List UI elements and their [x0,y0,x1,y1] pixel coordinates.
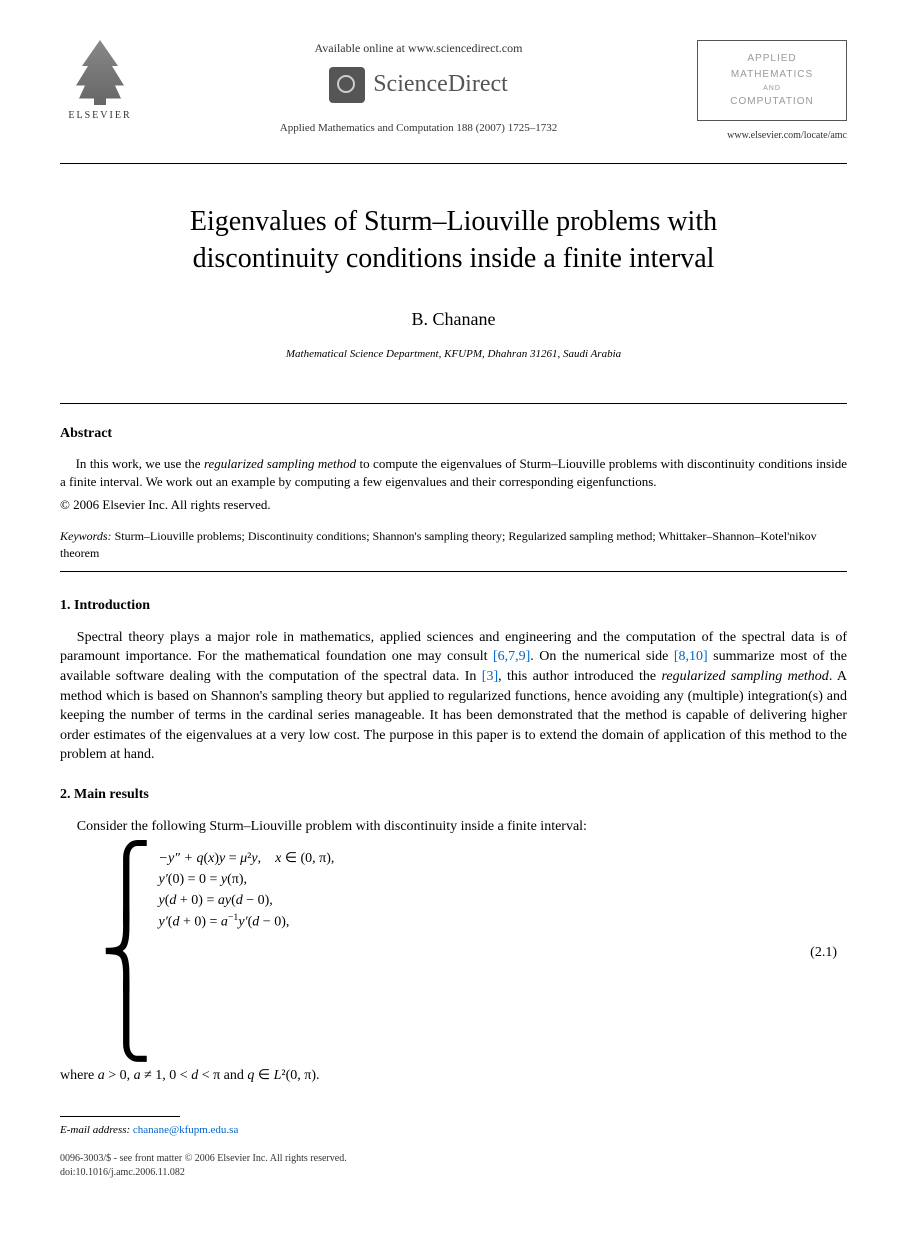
email-link[interactable]: chanane@kfupm.edu.sa [133,1124,238,1136]
sciencedirect-icon [329,67,365,103]
keywords-text: Sturm–Liouville problems; Discontinuity … [60,529,817,560]
footer-doi: doi:10.1016/j.amc.2006.11.082 [60,1166,847,1180]
equation-line: y′(0) = 0 = y(π), [159,869,335,890]
journal-cover-box: APPLIED MATHEMATICS AND COMPUTATION [697,40,847,121]
equation-line: y(d + 0) = ay(d − 0), [159,890,335,911]
email-label: E-mail address: [60,1124,130,1136]
italic-term: regularized sampling method [661,669,828,684]
main-paragraph: where a > 0, a ≠ 1, 0 < d < π and q ∈ L²… [60,1066,847,1086]
keywords-label: Keywords: [60,529,112,543]
copyright-text: © 2006 Elsevier Inc. All rights reserved… [60,496,847,514]
equation-line: y′(d + 0) = a−1y′(d − 0), [159,911,335,933]
equation-number: (2.1) [810,943,847,963]
section-heading-main: 2. Main results [60,785,847,805]
section-heading-intro: 1. Introduction [60,596,847,616]
abstract-text: In this work, we use the regularized sam… [60,455,847,491]
horizontal-rule [60,163,847,164]
footer-separator [60,1116,180,1117]
keywords-line: Keywords: Sturm–Liouville problems; Disc… [60,528,847,562]
publisher-name: ELSEVIER [60,109,140,123]
equation-block: ⎧⎨⎩ −y″ + q(x)y = μ²y, x ∈ (0, π), y′(0)… [100,848,334,1058]
author-name: B. Chanane [60,307,847,332]
journal-box-line: MATHEMATICS [706,67,838,83]
horizontal-rule [60,571,847,572]
email-line: E-mail address: chanane@kfupm.edu.sa [60,1123,847,1138]
elsevier-logo: ELSEVIER [60,40,140,123]
equation-lines: −y″ + q(x)y = μ²y, x ∈ (0, π), y′(0) = 0… [159,848,335,933]
equation-line: −y″ + q(x)y = μ²y, x ∈ (0, π), [159,848,335,869]
horizontal-rule [60,403,847,404]
sciencedirect-text: ScienceDirect [373,68,508,102]
citation-link[interactable]: [8,10] [674,649,708,664]
journal-box-line: AND [706,83,838,94]
main-paragraph: Consider the following Sturm–Liouville p… [60,817,847,837]
header-row: ELSEVIER Available online at www.science… [60,40,847,143]
abstract-heading: Abstract [60,424,847,444]
journal-reference: Applied Mathematics and Computation 188 … [160,121,677,136]
citation-link[interactable]: [6,7,9] [493,649,530,664]
journal-box-line: COMPUTATION [706,94,838,110]
journal-url: www.elsevier.com/locate/amc [697,129,847,143]
header-right: APPLIED MATHEMATICS AND COMPUTATION www.… [697,40,847,143]
footer-front-matter: 0096-3003/$ - see front matter © 2006 El… [60,1152,847,1166]
header-center: Available online at www.sciencedirect.co… [140,40,697,136]
journal-box-line: APPLIED [706,51,838,67]
equation-row: ⎧⎨⎩ −y″ + q(x)y = μ²y, x ∈ (0, π), y′(0)… [60,840,847,1066]
available-online-text: Available online at www.sciencedirect.co… [160,40,677,57]
left-brace-icon: ⎧⎨⎩ [100,848,153,1058]
italic-term: regularized sampling method [204,456,356,471]
citation-link[interactable]: [3] [482,669,498,684]
author-affiliation: Mathematical Science Department, KFUPM, … [60,347,847,362]
sciencedirect-logo: ScienceDirect [329,67,508,103]
elsevier-tree-icon [70,40,130,105]
intro-paragraph: Spectral theory plays a major role in ma… [60,628,847,765]
article-title: Eigenvalues of Sturm–Liouville problems … [120,204,787,277]
